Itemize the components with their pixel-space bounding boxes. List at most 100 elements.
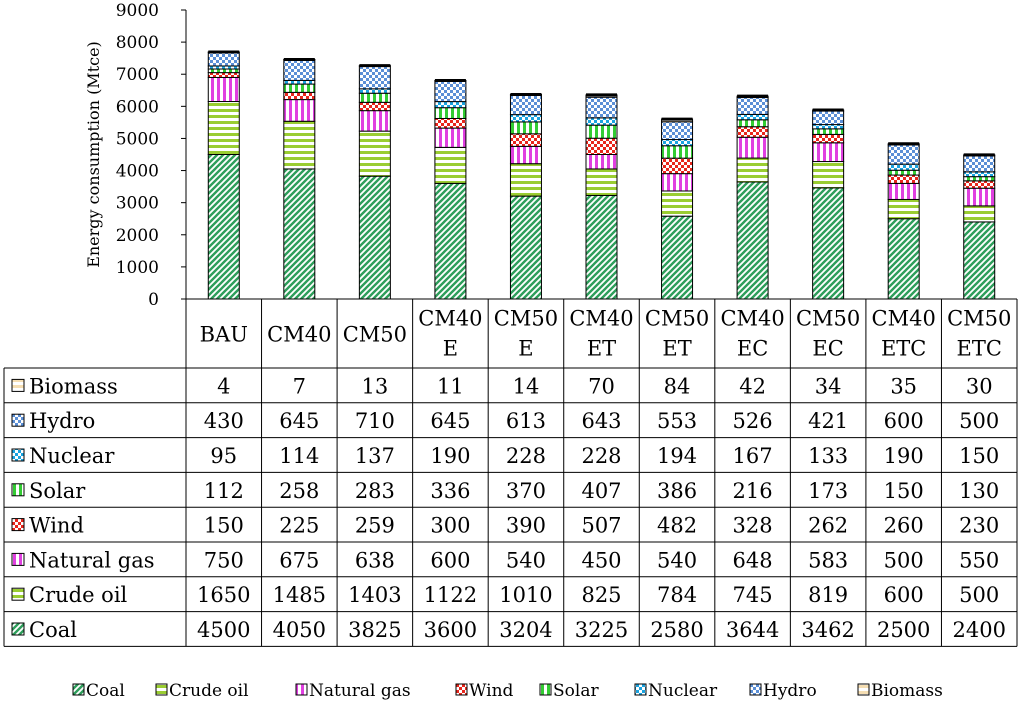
data-value: 450 — [581, 548, 621, 572]
bar-segment-crude-oil — [888, 199, 919, 218]
series-row-label: Wind — [29, 514, 84, 538]
bar-segment-hydro — [284, 60, 315, 81]
y-axis-title: Energy consumption (Mtce) — [84, 41, 103, 268]
legend-label: Biomass — [871, 681, 943, 701]
data-value: 114 — [279, 444, 319, 468]
bar-segment-natural-gas — [435, 128, 466, 147]
data-value: 540 — [657, 548, 697, 572]
data-value: 70 — [588, 374, 615, 398]
data-value: 34 — [815, 374, 842, 398]
category-label: CM40 — [872, 307, 936, 331]
legend-item-crude-oil: Crude oil — [156, 681, 249, 701]
bar-segment-nuclear — [737, 114, 768, 119]
data-value: 112 — [204, 479, 244, 503]
y-tick-label: 8000 — [116, 33, 159, 53]
data-value: 230 — [959, 514, 999, 538]
bar-stack-cm50-e — [510, 94, 541, 299]
data-value: 4050 — [273, 618, 326, 642]
data-value: 260 — [884, 514, 924, 538]
data-value: 4500 — [197, 618, 250, 642]
data-value: 194 — [657, 444, 697, 468]
bar-segment-natural-gas — [510, 146, 541, 163]
series-key-swatch — [12, 379, 24, 391]
bar-segment-coal — [964, 222, 995, 299]
category-label: CM50 — [645, 307, 709, 331]
bar-stack-cm50-etc — [964, 155, 995, 299]
bar-segment-wind — [586, 138, 617, 154]
bar-segment-coal — [359, 176, 390, 299]
category-label: CM50 — [494, 307, 558, 331]
bar-segment-coal — [888, 219, 919, 299]
data-value: 600 — [884, 409, 924, 433]
data-value: 638 — [355, 548, 395, 572]
legend-item-coal: Coal — [73, 681, 125, 701]
bar-segment-crude-oil — [662, 191, 693, 216]
bar-segment-natural-gas — [359, 111, 390, 131]
category-label: BAU — [200, 323, 248, 347]
legend-item-biomass: Biomass — [858, 681, 943, 701]
bar-segment-solar — [813, 129, 844, 135]
data-value: 328 — [733, 514, 773, 538]
bar-segment-natural-gas — [662, 174, 693, 191]
bar-segment-hydro — [435, 81, 466, 102]
data-value: 750 — [204, 548, 244, 572]
bar-segment-hydro — [510, 95, 541, 115]
legend-item-nuclear: Nuclear — [635, 681, 718, 701]
data-value: 258 — [279, 479, 319, 503]
data-value: 526 — [733, 409, 773, 433]
bar-segment-solar — [888, 170, 919, 175]
category-label: E — [443, 337, 458, 361]
bar-segment-nuclear — [888, 164, 919, 170]
legend-item-solar: Solar — [540, 681, 599, 701]
bar-segment-crude-oil — [510, 164, 541, 196]
series-key-swatch — [12, 623, 24, 635]
bar-segment-natural-gas — [737, 137, 768, 158]
legend-swatch — [750, 684, 761, 695]
y-tick-label: 0 — [148, 290, 159, 310]
data-value: 11 — [437, 374, 464, 398]
data-value: 3825 — [348, 618, 401, 642]
data-value: 645 — [430, 409, 470, 433]
category-label: CM40 — [418, 307, 482, 331]
series-row-label: Coal — [29, 618, 77, 642]
y-tick-label: 4000 — [116, 162, 159, 182]
bar-segment-coal — [510, 196, 541, 299]
data-value: 613 — [506, 409, 546, 433]
category-label: CM40 — [720, 307, 784, 331]
bar-segment-coal — [586, 195, 617, 299]
bar-segment-coal — [813, 188, 844, 299]
bar-segment-crude-oil — [359, 131, 390, 176]
bar-stack-cm50-ec — [813, 110, 844, 299]
data-value: 84 — [664, 374, 691, 398]
bar-segment-crude-oil — [813, 162, 844, 188]
bar-segment-wind — [737, 127, 768, 138]
data-value: 336 — [430, 479, 470, 503]
category-label: CM50 — [947, 307, 1011, 331]
data-value: 600 — [430, 548, 470, 572]
data-value: 1122 — [424, 583, 477, 607]
data-value: 2400 — [953, 618, 1006, 642]
bar-segment-hydro — [586, 97, 617, 118]
data-value: 300 — [430, 514, 470, 538]
data-value: 583 — [808, 548, 848, 572]
category-label: EC — [812, 337, 843, 361]
bar-stack-cm40 — [284, 59, 315, 299]
bar-segment-wind — [964, 181, 995, 188]
bar-segment-natural-gas — [813, 143, 844, 162]
series-key-swatch — [12, 519, 24, 531]
bar-segment-solar — [510, 122, 541, 134]
series-row-label: Hydro — [29, 409, 95, 433]
data-value: 216 — [733, 479, 773, 503]
legend-swatch — [635, 684, 646, 695]
data-value: 3644 — [726, 618, 779, 642]
bar-segment-wind — [208, 73, 239, 78]
data-value: 13 — [361, 374, 388, 398]
data-value: 190 — [430, 444, 470, 468]
data-value: 390 — [506, 514, 546, 538]
series-row-label: Solar — [29, 479, 86, 503]
data-value: 3600 — [424, 618, 477, 642]
